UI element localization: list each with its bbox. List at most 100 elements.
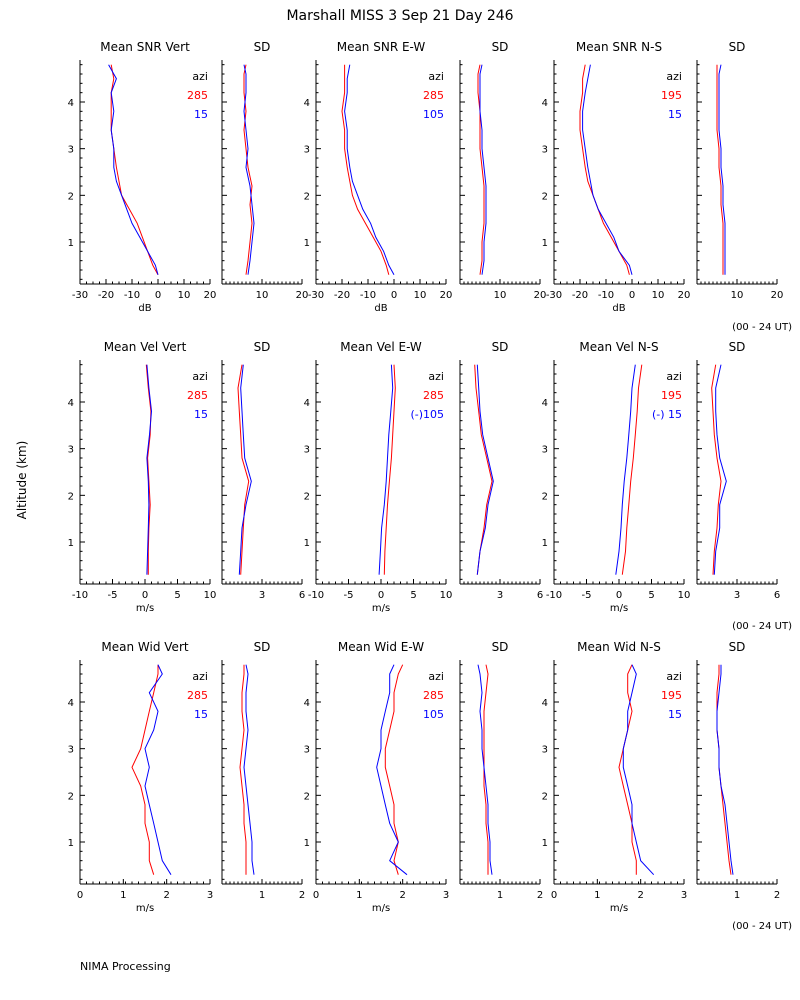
row3-panel3-title: Mean Wid E-W — [338, 640, 424, 654]
row2-panel5-y-tick-label: 4 — [542, 398, 548, 409]
row2-panel3-title: Mean Vel E-W — [340, 340, 422, 354]
row3-panel4-x-tick-label: 1 — [497, 890, 503, 901]
footer-label: NIMA Processing — [80, 960, 171, 973]
row2-panel5-legend-blue: (-) 15 — [652, 408, 682, 421]
row2-panel5-x-tick-label: 5 — [648, 590, 654, 601]
row3-panel5-title: Mean Wid N-S — [577, 640, 661, 654]
row3-panel1-series-blue — [144, 664, 172, 875]
row2-panel1-x-tick-label: 10 — [204, 590, 217, 601]
row2-panel4-series-red — [474, 364, 493, 575]
row2-panel3-x-tick-label: 10 — [440, 590, 453, 601]
row2-panel6-x-tick-label: 6 — [774, 590, 780, 601]
row1-panel5-y-tick-label: 4 — [542, 98, 548, 109]
row3-panel3-x-tick-label: 0 — [313, 890, 319, 901]
row3-panel3-x-tick-label: 1 — [356, 890, 362, 901]
row2-panel2-x-tick-label: 3 — [259, 590, 265, 601]
row1-panel1-x-label: dB — [138, 303, 151, 314]
row2-panel5-legend-black: azi — [666, 370, 682, 383]
row1-panel5-legend-red: 195 — [661, 89, 682, 102]
row1-panel1-legend-red: 285 — [187, 89, 208, 102]
row2-panel3-x-tick-label: -5 — [344, 590, 354, 601]
row1-panel1-title: Mean SNR Vert — [100, 40, 190, 54]
row1-panel4-x-tick-label: 20 — [534, 290, 547, 301]
row2-panel3-legend-black: azi — [428, 370, 444, 383]
row2-panel3-x-tick-label: -10 — [308, 590, 324, 601]
row1-panel5-x-label: dB — [612, 303, 625, 314]
row2-panel2-series-blue — [238, 364, 252, 575]
row3-panel5-x-tick-label: 1 — [594, 890, 600, 901]
row1-panel1-x-tick-label: 20 — [204, 290, 217, 301]
row3-panel1-x-tick-label: 2 — [163, 890, 169, 901]
row2-panel3-x-tick-label: 0 — [378, 590, 384, 601]
row3-panel3-legend-red: 285 — [423, 689, 444, 702]
row1-panel4-series-red — [477, 64, 485, 275]
row2-panel1-legend-blue: 15 — [194, 408, 208, 421]
row2-panel1-series-red — [145, 364, 152, 575]
row3-panel3-series-blue — [376, 664, 408, 876]
row1-panel3-x-tick-label: 0 — [391, 290, 397, 301]
row2-panel4-x-tick-label: 6 — [537, 590, 543, 601]
row3-panel5-y-tick-label: 3 — [542, 745, 548, 756]
row3-panel3-legend-blue: 105 — [423, 708, 444, 721]
row3-panel6-x-tick-label: 1 — [734, 890, 740, 901]
row1-panel1-legend-blue: 15 — [194, 108, 208, 121]
row1-panel3-x-tick-label: 20 — [440, 290, 453, 301]
row3-panel1-x-label: m/s — [136, 903, 154, 914]
row3-panel4-x-tick-label: 2 — [537, 890, 543, 901]
row1-panel5-series-blue — [582, 64, 633, 275]
row2-panel1-x-tick-label: -5 — [108, 590, 118, 601]
row2-panel6-x-tick-label: 3 — [734, 590, 740, 601]
row3-panel5-legend-red: 195 — [661, 689, 682, 702]
row3-panel1: 1 2 3 4 0 1 2 3 m/s Mean Wid Vert azi 285 15 — [68, 640, 214, 914]
row1-panel3-legend-red: 285 — [423, 89, 444, 102]
row2-panel3-y-tick-label: 1 — [304, 538, 310, 549]
row1-panel4-x-tick-label: 10 — [494, 290, 507, 301]
row2-panel3-y-tick-label: 4 — [304, 398, 310, 409]
row1-panel4-title: SD — [492, 40, 509, 54]
row2-panel5-series-blue — [615, 364, 636, 575]
row3-panel3: 1 2 3 4 0 1 2 3 m/s Mean Wid E-W azi 285 105 — [304, 640, 450, 914]
row2-panel3-x-tick-label: 5 — [410, 590, 416, 601]
row1-panel1-y-tick-label: 1 — [68, 238, 74, 249]
row1-panel3-x-label: dB — [374, 303, 387, 314]
row3-panel2-x-tick-label: 2 — [299, 890, 305, 901]
row2-panel5-y-tick-label: 2 — [542, 491, 548, 502]
row2-panel1-legend-red: 285 — [187, 389, 208, 402]
row3-panel3-y-tick-label: 4 — [304, 698, 310, 709]
row1-panel1-x-tick-label: -30 — [72, 290, 88, 301]
row3-panel6: 1 2 SD — [696, 640, 780, 901]
row2-panel6: 3 6 SD — [696, 340, 780, 601]
row2-panel4-x-tick-label: 3 — [497, 590, 503, 601]
row2-panel2-title: SD — [254, 340, 271, 354]
row3-panel5-y-tick-label: 1 — [542, 838, 548, 849]
row2-panel1-series-blue — [146, 364, 153, 575]
row3-panel5: 1 2 3 4 0 1 2 3 m/s Mean Wid N-S azi 195 15 — [542, 640, 688, 914]
row1-panel5-x-tick-label: 20 — [678, 290, 691, 301]
row3-panel1-y-tick-label: 1 — [68, 838, 74, 849]
row2-panel4-title: SD — [492, 340, 509, 354]
row1-panel6-title: SD — [729, 40, 746, 54]
row1-panel3-x-tick-label: -30 — [308, 290, 324, 301]
row3-panel1-x-tick-label: 0 — [77, 890, 83, 901]
row1-panel3-x-tick-label: -10 — [360, 290, 376, 301]
row1-panel5-title: Mean SNR N-S — [576, 40, 662, 54]
row3-panel3-x-tick-label: 3 — [443, 890, 449, 901]
row1-panel5-x-tick-label: 10 — [652, 290, 665, 301]
row3-panel1-legend-red: 285 — [187, 689, 208, 702]
row1-panel2-series-blue — [243, 64, 255, 275]
y-axis-label: Altitude (km) — [15, 441, 29, 520]
row2-panel1-x-tick-label: 5 — [174, 590, 180, 601]
row3-panel1-y-tick-label: 3 — [68, 745, 74, 756]
row3-panel5-series-red — [618, 664, 637, 875]
row3-panel2-series-red — [239, 664, 247, 875]
row3-panel5-legend-blue: 15 — [668, 708, 682, 721]
row3-panel3-series-red — [384, 664, 404, 875]
ut-note-row2: (00 - 24 UT) — [732, 621, 792, 632]
row1-panel1-y-tick-label: 4 — [68, 98, 74, 109]
row2-panel5-title: Mean Vel N-S — [579, 340, 658, 354]
row2-panel2: 3 6 SD — [221, 340, 305, 601]
row2-panel1-y-tick-label: 2 — [68, 491, 74, 502]
row1-panel6: 10 20 SD — [696, 40, 783, 301]
row2-panel1-x-label: m/s — [136, 603, 154, 614]
